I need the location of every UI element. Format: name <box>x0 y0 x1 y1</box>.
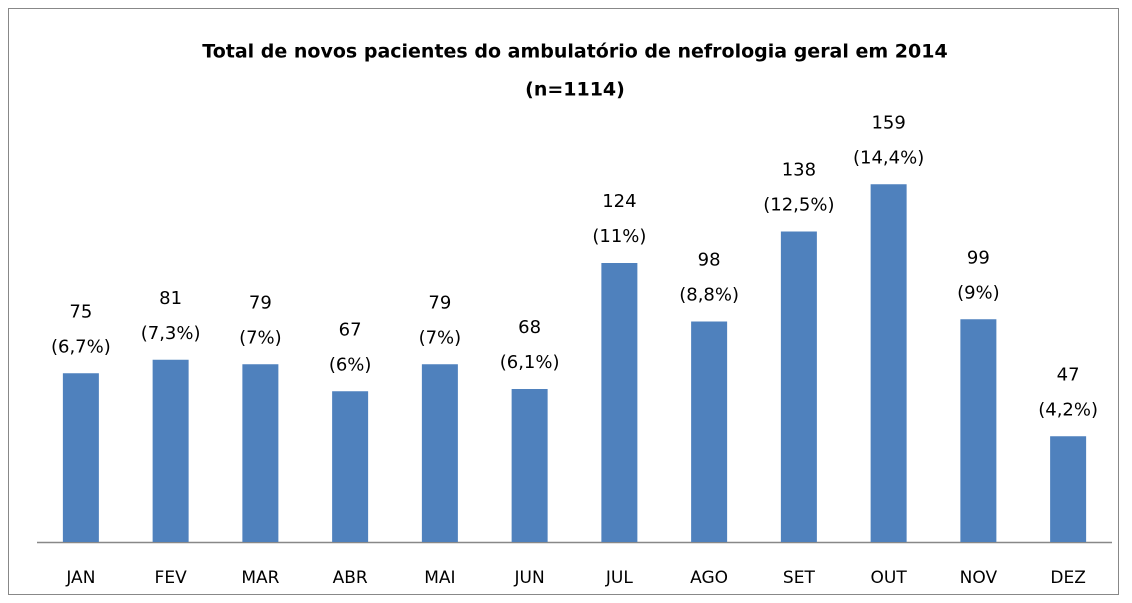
bar <box>152 359 189 542</box>
chart-subtitle: (n=1114) <box>525 79 625 101</box>
percentage-label: (11%) <box>592 226 646 247</box>
percentage-label: (9%) <box>957 282 1000 303</box>
data-label: 159 <box>871 112 905 133</box>
bar <box>62 373 99 542</box>
percentage-label: (7,3%) <box>141 323 201 344</box>
percentage-label: (8,8%) <box>679 285 739 306</box>
data-label: 79 <box>428 292 451 313</box>
data-label: 98 <box>698 250 721 271</box>
bar <box>242 364 279 542</box>
bar <box>960 319 997 542</box>
chart-frame <box>8 8 1119 595</box>
bar <box>870 184 907 542</box>
bar <box>780 231 817 542</box>
x-tick-label: AGO <box>690 568 728 588</box>
data-label: 75 <box>69 301 92 322</box>
data-label: 47 <box>1057 364 1080 385</box>
x-tick-label: MAR <box>241 568 279 588</box>
data-label: 81 <box>159 288 182 309</box>
data-label: 99 <box>967 247 990 268</box>
data-label: 124 <box>602 191 636 212</box>
x-tick-label: JUN <box>514 568 545 588</box>
x-tick-label: SET <box>783 568 816 588</box>
bar <box>421 364 458 542</box>
x-tick-label: DEZ <box>1050 568 1085 588</box>
x-tick-label: FEV <box>155 568 188 588</box>
x-tick-label: JAN <box>65 568 95 588</box>
percentage-label: (6,1%) <box>500 352 560 373</box>
bar <box>691 321 728 542</box>
percentage-label: (6%) <box>329 354 372 375</box>
chart-title: Total de novos pacientes do ambulatório … <box>202 41 947 63</box>
data-label: 138 <box>782 160 816 181</box>
x-tick-label: NOV <box>960 568 998 588</box>
bar <box>1050 436 1087 542</box>
percentage-label: (4,2%) <box>1038 399 1098 420</box>
x-tick-label: OUT <box>871 568 908 588</box>
x-tick-label: JUL <box>605 568 633 588</box>
percentage-label: (7%) <box>419 327 462 348</box>
data-label: 79 <box>249 292 272 313</box>
x-tick-label: ABR <box>333 568 368 588</box>
bar <box>511 389 548 542</box>
percentage-label: (7%) <box>239 327 282 348</box>
percentage-label: (14,4%) <box>853 147 924 168</box>
bar <box>601 263 638 542</box>
percentage-label: (12,5%) <box>763 195 834 216</box>
data-label: 68 <box>518 317 541 338</box>
data-label: 67 <box>339 319 362 340</box>
x-tick-label: MAI <box>424 568 455 588</box>
percentage-label: (6,7%) <box>51 336 111 357</box>
bar <box>332 391 369 542</box>
